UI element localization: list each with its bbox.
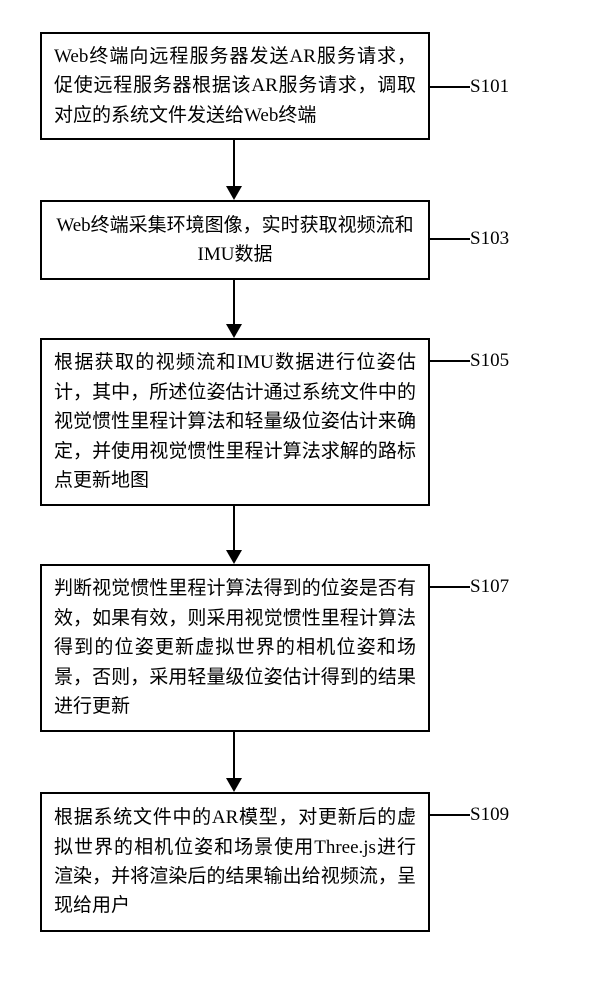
flow-node-s107: 判断视觉惯性里程计算法得到的位姿是否有效，如果有效，则采用视觉惯性里程计算法得到… — [40, 564, 430, 732]
arrow-2-line — [233, 280, 235, 324]
flow-node-s109: 根据系统文件中的AR模型，对更新后的虚拟世界的相机位姿和场景使用Three.js… — [40, 792, 430, 932]
flow-node-s101-text: Web终端向远程服务器发送AR服务请求，促使远程服务器根据该AR服务请求，调取对… — [54, 42, 416, 130]
flow-label-s109: S109 — [470, 804, 509, 826]
flow-node-s103-text: Web终端采集环境图像，实时获取视频流和IMU数据 — [54, 211, 416, 270]
arrow-4-head — [226, 778, 242, 792]
arrow-3-line — [233, 506, 235, 550]
flow-label-s103: S103 — [470, 228, 509, 250]
flow-label-s105: S105 — [470, 350, 509, 372]
arrow-1-line — [233, 140, 235, 186]
arrow-3-head — [226, 550, 242, 564]
label-connector-3 — [430, 360, 470, 362]
arrow-2-head — [226, 324, 242, 338]
label-connector-2 — [430, 238, 470, 240]
arrow-4-line — [233, 732, 235, 778]
label-connector-4 — [430, 586, 470, 588]
label-connector-1 — [430, 86, 470, 88]
flow-node-s109-text: 根据系统文件中的AR模型，对更新后的虚拟世界的相机位姿和场景使用Three.js… — [54, 803, 416, 921]
flow-node-s101: Web终端向远程服务器发送AR服务请求，促使远程服务器根据该AR服务请求，调取对… — [40, 32, 430, 140]
flow-node-s105-text: 根据获取的视频流和IMU数据进行位姿估计，其中，所述位姿估计通过系统文件中的视觉… — [54, 348, 416, 495]
label-connector-5 — [430, 814, 470, 816]
flow-node-s105: 根据获取的视频流和IMU数据进行位姿估计，其中，所述位姿估计通过系统文件中的视觉… — [40, 338, 430, 506]
flow-node-s107-text: 判断视觉惯性里程计算法得到的位姿是否有效，如果有效，则采用视觉惯性里程计算法得到… — [54, 574, 416, 721]
flow-node-s103: Web终端采集环境图像，实时获取视频流和IMU数据 — [40, 200, 430, 280]
arrow-1-head — [226, 186, 242, 200]
flow-label-s101: S101 — [470, 76, 509, 98]
flow-label-s107: S107 — [470, 576, 509, 598]
flowchart-container: Web终端向远程服务器发送AR服务请求，促使远程服务器根据该AR服务请求，调取对… — [0, 0, 600, 1000]
